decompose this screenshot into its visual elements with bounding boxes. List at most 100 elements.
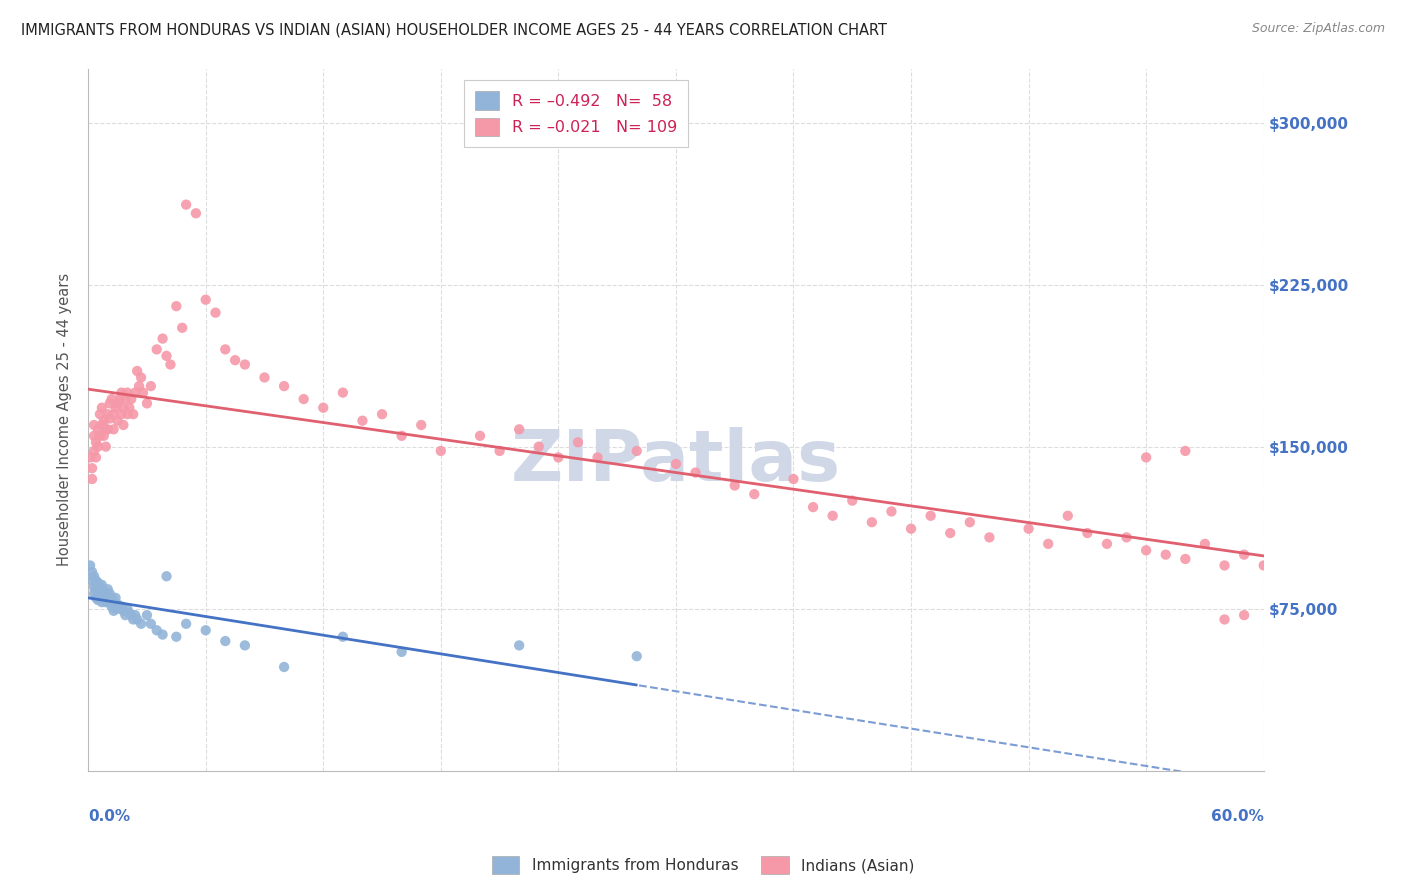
- Point: [98, 411, 121, 425]
- Point: [1135, 543, 1157, 558]
- Point: [139, 616, 162, 631]
- Point: [136, 608, 159, 623]
- Point: [114, 608, 136, 623]
- Point: [312, 401, 335, 415]
- Point: [1095, 537, 1118, 551]
- Legend: Immigrants from Honduras, Indians (Asian): Immigrants from Honduras, Indians (Asian…: [485, 850, 921, 880]
- Point: [103, 422, 125, 436]
- Point: [103, 407, 125, 421]
- Point: [103, 595, 125, 609]
- Point: [124, 608, 146, 623]
- Point: [120, 392, 142, 406]
- Point: [104, 401, 127, 415]
- Point: [103, 604, 125, 618]
- Point: [112, 604, 135, 618]
- Point: [174, 616, 197, 631]
- Point: [1018, 522, 1040, 536]
- Point: [120, 608, 142, 623]
- Point: [174, 197, 197, 211]
- Point: [84, 574, 107, 588]
- Point: [665, 457, 688, 471]
- Point: [145, 624, 167, 638]
- Point: [90, 401, 112, 415]
- Point: [155, 569, 177, 583]
- Point: [90, 578, 112, 592]
- Point: [1253, 558, 1275, 573]
- Point: [860, 515, 883, 529]
- Point: [194, 293, 217, 307]
- Point: [586, 450, 609, 465]
- Point: [110, 385, 132, 400]
- Point: [139, 379, 162, 393]
- Point: [1233, 608, 1256, 623]
- Point: [1115, 530, 1137, 544]
- Point: [83, 429, 105, 443]
- Point: [83, 569, 105, 583]
- Point: [939, 526, 962, 541]
- Point: [152, 627, 174, 641]
- Point: [97, 582, 120, 597]
- Point: [527, 440, 550, 454]
- Point: [165, 630, 187, 644]
- Point: [1233, 548, 1256, 562]
- Point: [108, 601, 131, 615]
- Point: [204, 306, 226, 320]
- Point: [87, 575, 110, 590]
- Point: [80, 574, 103, 588]
- Point: [841, 493, 863, 508]
- Point: [547, 450, 569, 465]
- Point: [1076, 526, 1098, 541]
- Point: [488, 444, 510, 458]
- Point: [110, 599, 132, 614]
- Point: [1213, 558, 1236, 573]
- Point: [98, 396, 121, 410]
- Point: [87, 440, 110, 454]
- Point: [233, 358, 256, 372]
- Point: [124, 385, 146, 400]
- Point: [79, 450, 101, 465]
- Point: [391, 429, 413, 443]
- Point: [724, 478, 747, 492]
- Point: [352, 414, 374, 428]
- Point: [1174, 552, 1197, 566]
- Point: [87, 422, 110, 436]
- Point: [233, 639, 256, 653]
- Point: [93, 593, 115, 607]
- Point: [89, 589, 111, 603]
- Point: [93, 429, 115, 443]
- Text: ZIPatlas: ZIPatlas: [510, 427, 841, 496]
- Point: [100, 599, 122, 614]
- Point: [117, 385, 139, 400]
- Point: [84, 450, 107, 465]
- Point: [90, 417, 112, 432]
- Text: Source: ZipAtlas.com: Source: ZipAtlas.com: [1251, 22, 1385, 36]
- Point: [273, 379, 295, 393]
- Point: [83, 444, 105, 458]
- Text: 0.0%: 0.0%: [89, 809, 131, 824]
- Point: [224, 353, 246, 368]
- Point: [80, 461, 103, 475]
- Point: [104, 591, 127, 605]
- Point: [567, 435, 589, 450]
- Point: [98, 586, 121, 600]
- Point: [83, 586, 105, 600]
- Point: [332, 630, 354, 644]
- Point: [118, 606, 141, 620]
- Point: [292, 392, 315, 406]
- Point: [273, 660, 295, 674]
- Point: [1056, 508, 1078, 523]
- Point: [98, 595, 121, 609]
- Point: [107, 414, 129, 428]
- Point: [685, 466, 707, 480]
- Point: [332, 385, 354, 400]
- Point: [371, 407, 394, 421]
- Point: [742, 487, 765, 501]
- Point: [80, 472, 103, 486]
- Point: [129, 616, 152, 631]
- Point: [89, 407, 111, 421]
- Point: [626, 649, 648, 664]
- Point: [107, 598, 129, 612]
- Point: [97, 591, 120, 605]
- Point: [979, 530, 1001, 544]
- Point: [152, 332, 174, 346]
